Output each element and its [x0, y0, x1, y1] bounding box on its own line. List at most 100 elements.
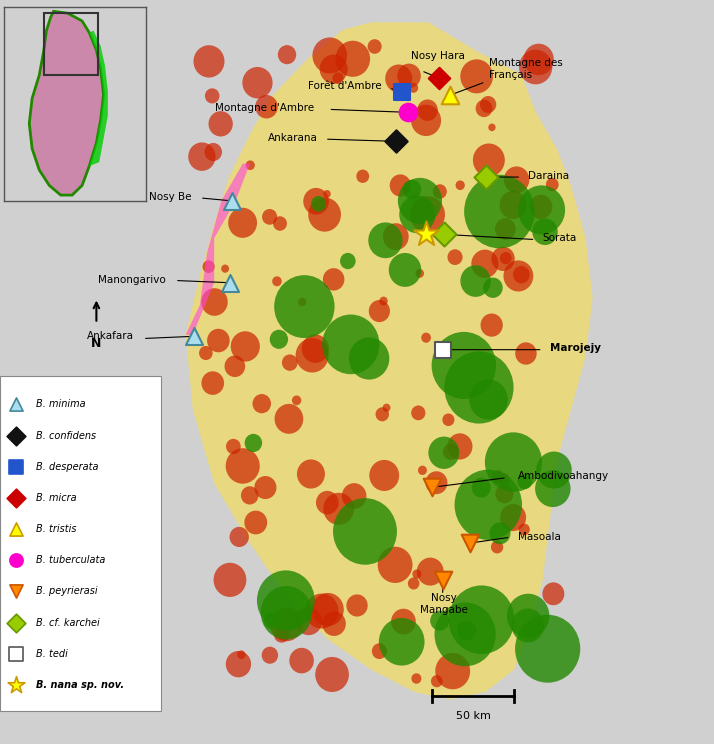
Circle shape: [203, 260, 215, 273]
Circle shape: [229, 527, 249, 547]
Point: [11, 492, 22, 504]
Circle shape: [282, 354, 298, 371]
Circle shape: [426, 471, 448, 494]
Circle shape: [245, 434, 262, 452]
Point: [11, 648, 22, 660]
Circle shape: [504, 167, 529, 193]
Text: Masoala: Masoala: [518, 532, 560, 542]
Circle shape: [436, 653, 470, 689]
Point: [11, 554, 22, 566]
Circle shape: [473, 144, 505, 177]
Circle shape: [408, 577, 419, 589]
Point: [11, 679, 22, 691]
Circle shape: [388, 253, 421, 287]
Circle shape: [289, 648, 314, 673]
Circle shape: [342, 483, 366, 509]
Circle shape: [303, 188, 329, 215]
Text: Manongarivo: Manongarivo: [98, 275, 166, 285]
Circle shape: [372, 644, 387, 659]
Circle shape: [523, 44, 554, 75]
Circle shape: [464, 175, 535, 248]
Circle shape: [461, 265, 491, 297]
Text: Nosy Be: Nosy Be: [149, 192, 191, 202]
Circle shape: [356, 170, 369, 183]
Circle shape: [518, 474, 533, 489]
Circle shape: [261, 647, 278, 664]
Circle shape: [456, 181, 465, 190]
Circle shape: [498, 473, 510, 486]
Circle shape: [297, 459, 325, 489]
Text: B. micra: B. micra: [36, 493, 77, 503]
Circle shape: [270, 330, 288, 349]
Circle shape: [201, 288, 228, 315]
Circle shape: [444, 351, 513, 423]
Circle shape: [253, 394, 271, 414]
Circle shape: [529, 195, 553, 219]
Point: [11, 586, 22, 597]
Circle shape: [333, 498, 397, 565]
Circle shape: [476, 100, 493, 117]
Circle shape: [296, 607, 322, 635]
Circle shape: [411, 405, 426, 420]
Circle shape: [378, 547, 413, 583]
Point: [444, 89, 456, 101]
Polygon shape: [29, 11, 104, 195]
Circle shape: [255, 95, 278, 118]
Circle shape: [262, 209, 277, 225]
Circle shape: [503, 260, 533, 292]
Circle shape: [278, 45, 296, 64]
Circle shape: [270, 607, 303, 641]
Circle shape: [536, 452, 572, 489]
Text: B. desperata: B. desperata: [36, 462, 99, 472]
Text: Montagne d'Ambre: Montagne d'Ambre: [215, 103, 314, 113]
Text: B. tedi: B. tedi: [36, 649, 69, 658]
Circle shape: [489, 522, 511, 545]
Circle shape: [376, 407, 389, 421]
Circle shape: [312, 593, 343, 626]
Circle shape: [421, 333, 431, 343]
Text: B. tuberculata: B. tuberculata: [36, 555, 106, 565]
Text: Ankafara: Ankafara: [87, 331, 134, 341]
Circle shape: [261, 586, 312, 640]
Text: Forêt d'Ambre: Forêt d'Ambre: [308, 80, 382, 91]
Text: Ankarana: Ankarana: [268, 133, 318, 144]
Circle shape: [488, 124, 496, 131]
Circle shape: [433, 185, 447, 199]
Circle shape: [471, 249, 498, 278]
Circle shape: [408, 83, 418, 93]
Circle shape: [472, 478, 491, 498]
Circle shape: [513, 266, 530, 283]
Circle shape: [336, 41, 370, 77]
Circle shape: [208, 111, 233, 136]
Text: B. tristis: B. tristis: [36, 524, 77, 534]
Circle shape: [448, 586, 515, 654]
Circle shape: [316, 491, 338, 514]
Circle shape: [397, 63, 421, 89]
Circle shape: [431, 332, 496, 399]
Circle shape: [483, 278, 503, 298]
Circle shape: [500, 191, 527, 219]
Circle shape: [305, 594, 338, 629]
Circle shape: [246, 161, 255, 170]
Text: B. nana sp. nov.: B. nana sp. nov.: [36, 680, 124, 690]
Text: B. cf. karchei: B. cf. karchei: [36, 618, 100, 628]
Circle shape: [226, 651, 251, 677]
Circle shape: [532, 219, 558, 245]
Circle shape: [205, 89, 219, 103]
Circle shape: [518, 524, 530, 535]
Circle shape: [500, 252, 512, 264]
Polygon shape: [186, 164, 250, 335]
Circle shape: [495, 218, 516, 240]
Circle shape: [447, 433, 473, 460]
Circle shape: [221, 265, 229, 273]
Bar: [44, 13, 98, 75]
Circle shape: [226, 448, 260, 484]
Circle shape: [379, 297, 388, 306]
Point: [433, 72, 445, 84]
Circle shape: [430, 611, 449, 631]
Circle shape: [254, 476, 276, 499]
Circle shape: [213, 562, 246, 597]
Circle shape: [411, 673, 421, 684]
Circle shape: [491, 541, 503, 554]
Circle shape: [333, 72, 343, 84]
